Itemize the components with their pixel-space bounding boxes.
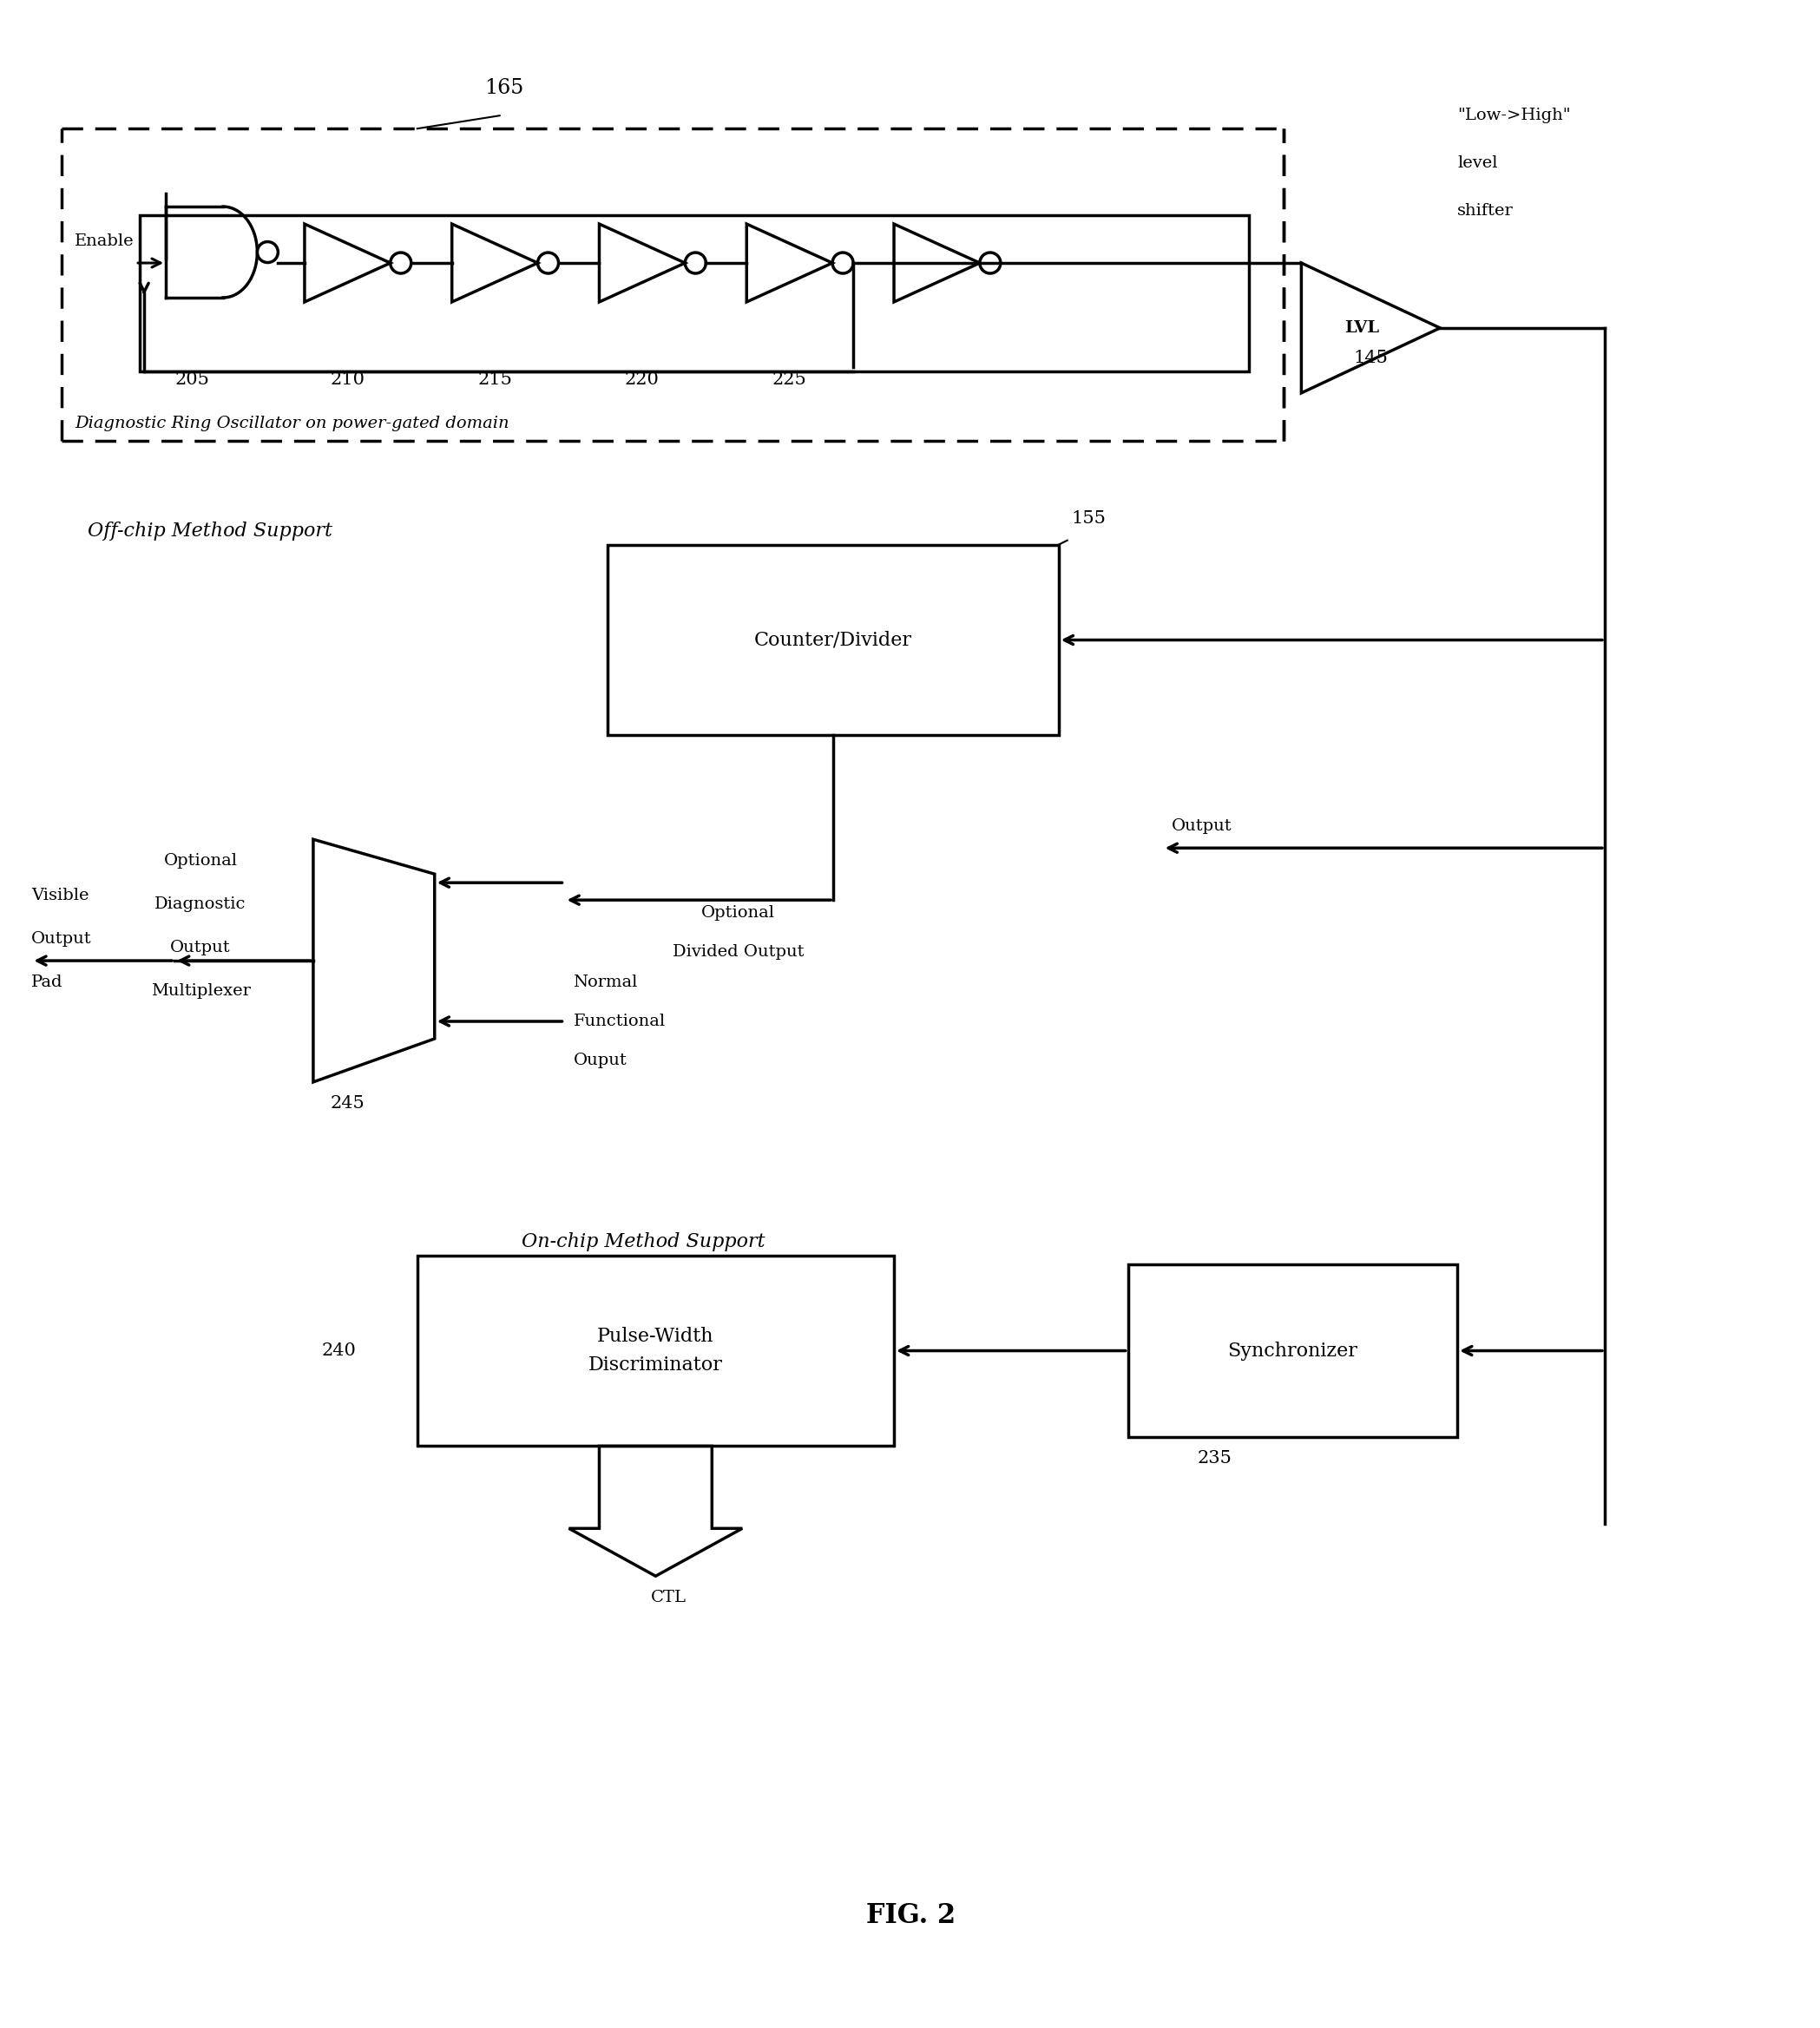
Text: 245: 245 xyxy=(331,1095,366,1111)
Text: LVL: LVL xyxy=(1345,320,1380,337)
Bar xyxy=(1128,1263,1458,1438)
Text: Output: Output xyxy=(1172,819,1232,834)
Bar xyxy=(140,215,1249,371)
Text: Visible: Visible xyxy=(31,888,89,904)
Text: Off-chip Method Support: Off-chip Method Support xyxy=(87,521,333,539)
Text: Optional: Optional xyxy=(164,854,237,868)
Text: Functional: Functional xyxy=(573,1014,666,1028)
Text: 235: 235 xyxy=(1198,1450,1232,1466)
Text: shifter: shifter xyxy=(1458,203,1514,219)
Text: Pad: Pad xyxy=(31,975,64,990)
Text: "Low->High": "Low->High" xyxy=(1458,107,1571,124)
Text: Ouput: Ouput xyxy=(573,1053,626,1069)
Text: 210: 210 xyxy=(329,371,364,387)
Bar xyxy=(608,546,1059,736)
Text: 145: 145 xyxy=(1354,349,1389,367)
Text: Output: Output xyxy=(171,939,231,955)
Text: 240: 240 xyxy=(322,1343,357,1359)
Text: Enable: Enable xyxy=(75,233,135,249)
Text: Pulse-Width
Discriminator: Pulse-Width Discriminator xyxy=(588,1326,723,1375)
Text: Optional: Optional xyxy=(701,904,775,921)
Text: Counter/Divider: Counter/Divider xyxy=(753,631,912,649)
Text: 165: 165 xyxy=(484,79,524,97)
Text: Normal: Normal xyxy=(573,975,637,990)
Text: Diagnostic Ring Oscillator on power-gated domain: Diagnostic Ring Oscillator on power-gate… xyxy=(75,416,510,432)
Text: Divided Output: Divided Output xyxy=(672,945,804,959)
Text: level: level xyxy=(1458,156,1498,170)
Text: 215: 215 xyxy=(477,371,511,387)
Text: 225: 225 xyxy=(772,371,806,387)
Text: 205: 205 xyxy=(175,371,209,387)
Text: On-chip Method Support: On-chip Method Support xyxy=(521,1231,764,1251)
Text: CTL: CTL xyxy=(652,1590,686,1606)
Text: Multiplexer: Multiplexer xyxy=(151,984,251,1000)
Text: Output: Output xyxy=(31,931,93,947)
Text: FIG. 2: FIG. 2 xyxy=(866,1902,955,1929)
Text: Diagnostic: Diagnostic xyxy=(155,896,246,913)
Text: Synchronizer: Synchronizer xyxy=(1228,1341,1358,1361)
Bar xyxy=(417,1255,894,1446)
Text: 155: 155 xyxy=(1072,509,1107,527)
Text: 220: 220 xyxy=(624,371,659,387)
